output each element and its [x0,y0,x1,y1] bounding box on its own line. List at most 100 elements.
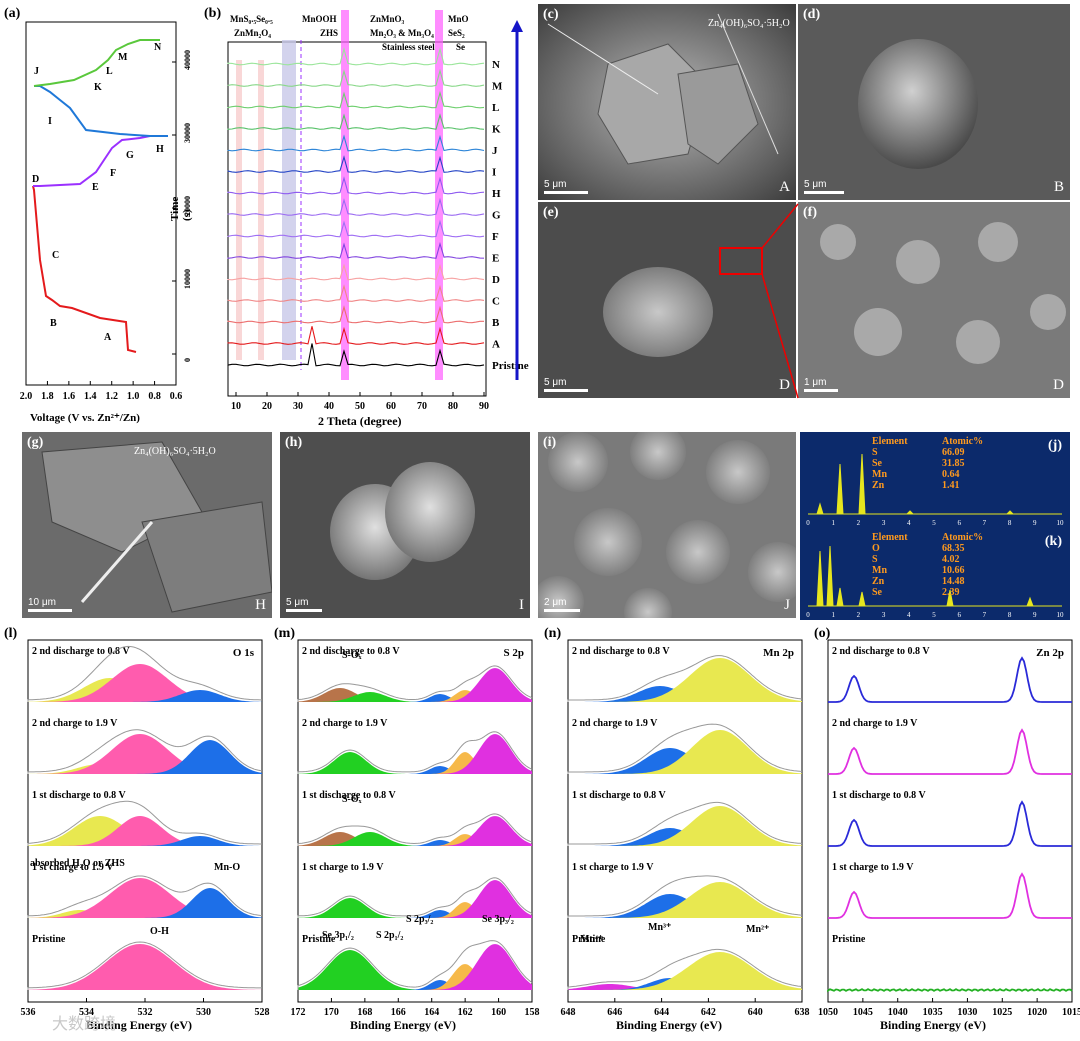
b-xtick: 80 [448,401,458,412]
xrd-pattern-label-M: M [492,81,503,93]
xps-component [298,668,532,702]
xrd-pattern-label-G: G [492,210,501,222]
xps-envelope [567,875,803,918]
xrd-pattern-label-F: F [492,231,499,243]
sem-g-annot: Zn₄(OH)₆SO₄·5H₂O [134,446,216,457]
point-label-J: J [34,66,39,77]
sem-d: (d) 5 μm B [798,4,1070,200]
a-xtick: 1.0 [127,391,140,402]
xrd-pattern-label-I: I [492,167,496,179]
sem-i-label: (i) [543,435,557,450]
xps-xtick: 528 [255,1007,270,1018]
a-xtick: 1.6 [63,391,76,402]
xps-component [28,734,262,774]
xps-envelope [27,800,262,846]
segment-green [33,39,160,87]
xps-xtick: 530 [196,1007,211,1018]
xps-component [568,806,802,846]
a-ytick: 40000 [183,50,192,70]
edx-spectrum [808,545,1062,607]
xps-component [28,816,262,846]
xps-title: S 2p [504,647,525,659]
legend-se: Se [456,42,465,52]
xps-o-xlabel: Binding Energy (eV) [880,1018,987,1032]
xps-component [568,730,802,774]
xps-n-xlabel: Binding Energy (eV) [616,1018,723,1032]
point-label-B: B [50,318,57,329]
sem-e-label: (e) [543,205,559,220]
edx-table-row: Element Atomic% [872,436,984,447]
sem-f-tag: D [1053,377,1064,393]
xps-xtick: 162 [458,1007,473,1018]
xps-component [568,658,802,702]
edx-table-row: Se 31.85 [872,458,965,469]
sem-e: (e) 5 μm D [538,202,796,398]
panel-a-label: (a) [4,6,21,21]
segment-red [32,185,137,353]
xrd-pattern-label-K: K [492,124,501,136]
sem-f-scalebar: 1 μm [804,377,838,392]
legend-znmn2o4: ZnMn₂O₄ [234,28,271,38]
point-label-G: G [126,150,134,161]
xps-xtick: 170 [324,1007,339,1018]
legend-znmno3: ZnMnO₃ [370,14,405,24]
sem-i-tag: J [784,597,790,613]
xps-xtick: 1020 [1027,1007,1047,1018]
xps-xtick: 640 [748,1007,763,1018]
xps-n: (n) Mn 2p 2 nd discharge to 0.8 V 2 nd cha… [540,622,810,1036]
xps-xtick: 168 [357,1007,372,1018]
edx-j: 0 1 2 3 4 5 6 7 8 9 10 (j) Element Atomic% S 66.09 Se 3… [800,432,1070,528]
sem-g-scalebar: 10 μm [28,597,72,612]
xps-component [28,944,262,990]
xps-n-annot-mn2: Mn²⁺ [746,924,769,935]
b-xtick: 50 [355,401,365,412]
edx-xtick: 0 [806,611,810,619]
edx-xtick: 3 [882,519,886,527]
xps-component [28,816,262,846]
sem-i-scalebar: 2 μm [544,597,580,612]
xrd-pattern-I [227,155,485,173]
xps-component [28,836,262,846]
legend-mno: MnO [448,14,469,24]
xps-state-label: 1 st discharge to 0.8 V [32,790,126,801]
legend-zhs: ZHS [320,28,339,38]
xps-m-annot-se3p12: Se 3p₁/₂ [322,930,354,941]
xps-component [298,944,532,990]
xps-state-label: 2 nd discharge to 0.8 V [32,646,130,657]
edx-table-row: S 66.09 [872,447,965,458]
direction-arrow [511,20,523,380]
sem-g-tag: H [255,597,266,613]
xps-xtick: 158 [525,1007,540,1018]
edx-xtick: 8 [1008,519,1012,527]
xps-component [298,752,532,774]
segment-blue [34,85,168,137]
xps-component [28,888,262,918]
xps-l-annot-oh: O-H [150,926,169,937]
edx-table-row: Mn 10.66 [872,565,965,576]
xps-envelope [567,655,803,702]
xps-o-trace [828,728,1072,775]
b-xtick: 10 [231,401,241,412]
xps-state-label: 1 st charge to 1.9 V [302,862,384,873]
xps-l-annot-mno: Mn-O [214,862,240,873]
b-xtick: 70 [417,401,427,412]
xps-xtick: 160 [491,1007,506,1018]
edx-table-row: Mn 0.64 [872,469,960,480]
xps-xtick: 642 [701,1007,716,1018]
xps-component [298,692,532,702]
xps-state-label: 1 st discharge to 0.8 V [302,790,396,801]
b-xtick: 40 [324,401,334,412]
legend-ss: Stainless steel [382,42,435,52]
xps-xtick: 646 [607,1007,622,1018]
edx-table-row: Zn 14.48 [872,576,965,587]
edx-xtick: 0 [806,519,810,527]
xrd-pattern-C [227,284,485,302]
edx-xtick: 6 [957,611,961,619]
xps-envelope [297,665,533,702]
point-label-D: D [32,174,39,185]
edx-xtick: 2 [857,611,861,619]
xps-state-label: 2 nd charge to 1.9 V [572,718,658,729]
xps-component [28,690,262,702]
xrd-pattern-label-D: D [492,274,500,286]
